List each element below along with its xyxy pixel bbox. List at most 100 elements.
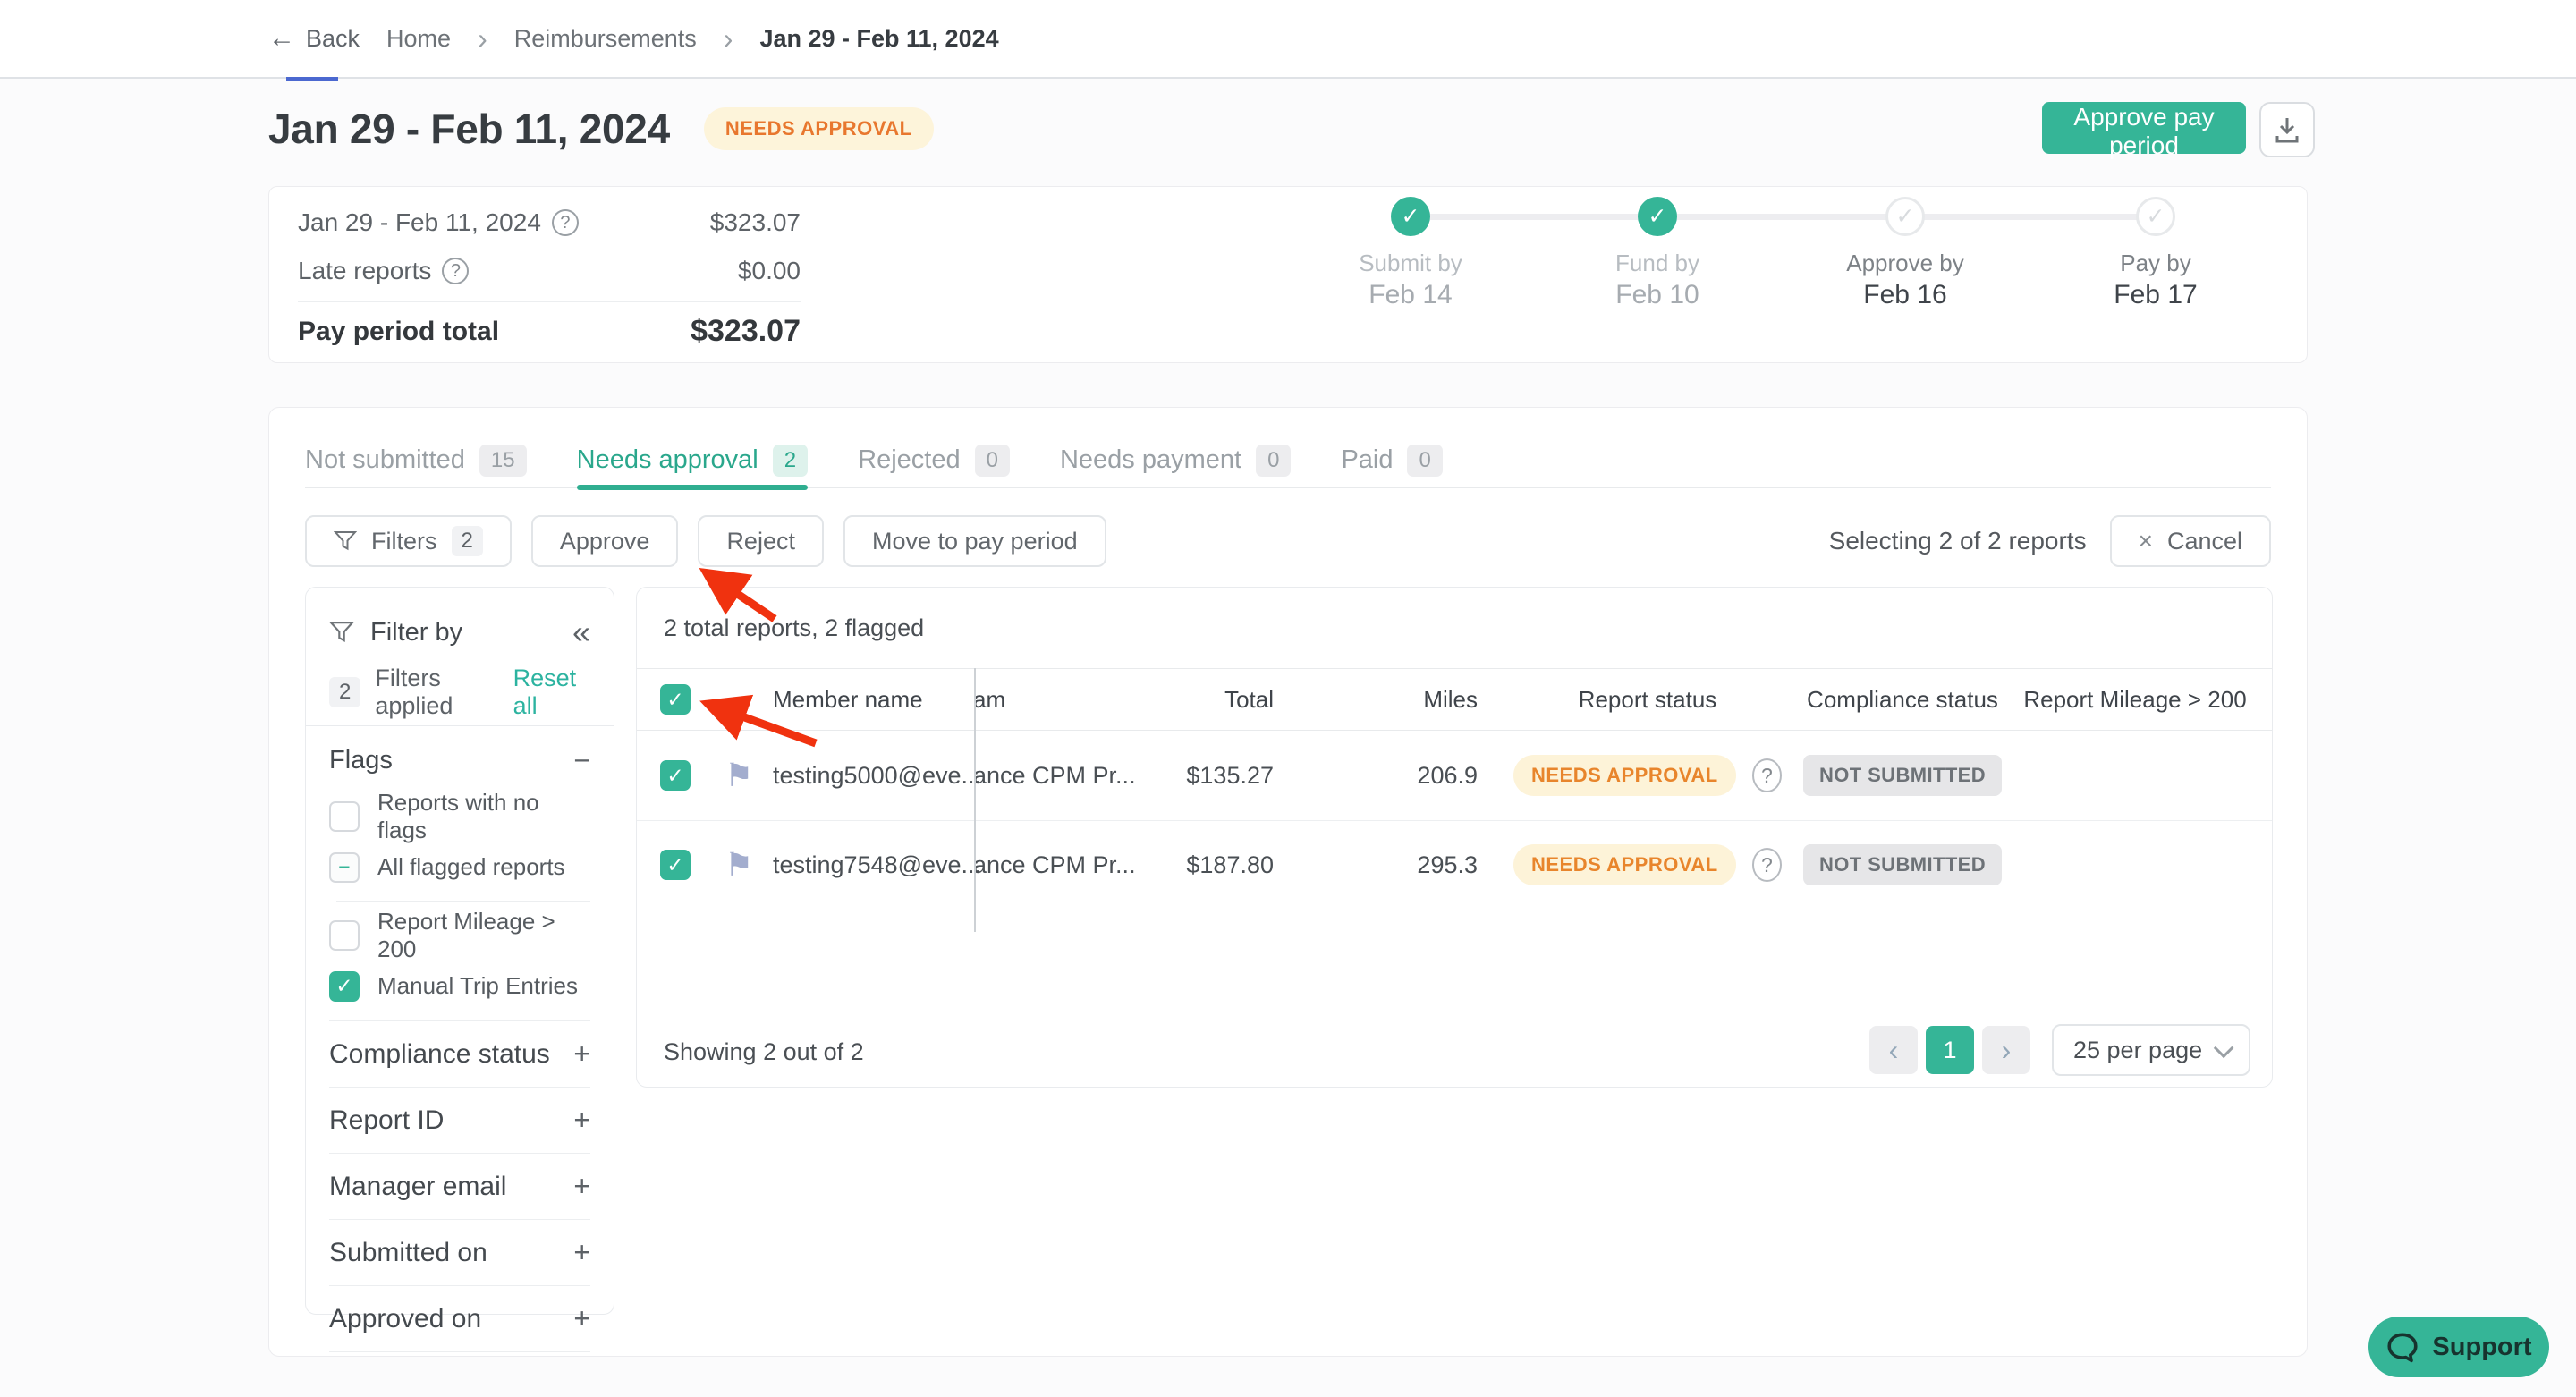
support-button[interactable]: Support — [2368, 1317, 2549, 1377]
bulk-actions-toolbar: Filters 2 Approve Reject Move to pay per… — [305, 515, 2271, 567]
collapse-section-icon[interactable]: − — [573, 743, 590, 776]
filter-option-manual-trips[interactable]: ✓ Manual Trip Entries — [329, 961, 590, 1012]
tab-label: Paid — [1341, 445, 1394, 474]
total-label: Pay period total — [298, 316, 500, 346]
download-icon — [2275, 118, 2299, 143]
pagination-prev-button[interactable]: ‹ — [1869, 1026, 1918, 1074]
reset-all-link[interactable]: Reset all — [513, 665, 577, 719]
tab-count-badge: 15 — [479, 444, 527, 477]
table-row[interactable]: ✓ ⚑ testing5000@eve... ance CPM Pr... $1… — [637, 731, 2272, 821]
help-icon[interactable]: ? — [1751, 758, 1782, 792]
checkbox-unchecked[interactable] — [329, 919, 360, 951]
move-to-pay-period-button[interactable]: Move to pay period — [843, 515, 1106, 567]
tab-label: Rejected — [858, 445, 961, 474]
checkbox-unchecked[interactable] — [329, 800, 360, 832]
tab-paid[interactable]: Paid 0 — [1341, 433, 1443, 487]
tab-rejected[interactable]: Rejected 0 — [858, 433, 1010, 487]
pagination-next-button[interactable]: › — [1982, 1026, 2030, 1074]
column-header-compliance-status[interactable]: Compliance status — [1807, 685, 1998, 713]
filters-applied-count: 2 — [329, 677, 361, 707]
approve-button[interactable]: Approve — [530, 515, 679, 567]
help-icon[interactable]: ? — [1751, 848, 1782, 882]
filter-section-submitted-on[interactable]: Submitted on + — [329, 1220, 590, 1286]
timeline-step-label: Fund by — [1615, 250, 1699, 276]
pagination-page-1[interactable]: 1 — [1926, 1026, 1974, 1074]
filter-section-compliance-status[interactable]: Compliance status + — [329, 1021, 590, 1088]
reject-button[interactable]: Reject — [698, 515, 824, 567]
expand-section-icon[interactable]: + — [573, 1104, 590, 1136]
breadcrumb-reimbursements[interactable]: Reimbursements — [513, 24, 697, 52]
table-summary-text: 2 total reports, 2 flagged — [664, 614, 925, 641]
column-header-miles[interactable]: Miles — [1423, 685, 1478, 713]
flags-section-title: Flags — [329, 745, 393, 775]
column-header-report-status[interactable]: Report status — [1578, 685, 1717, 713]
row-checkbox[interactable]: ✓ — [660, 850, 691, 880]
approve-pay-period-button[interactable]: Approve pay period — [2042, 102, 2246, 159]
member-email[interactable]: testing7548@eve... — [773, 851, 982, 878]
pay-period-summary-card: Jan 29 - Feb 11, 2024 ? $323.07 Late rep… — [268, 186, 2308, 363]
column-header-team[interactable]: am — [973, 685, 1006, 713]
filter-option-mileage[interactable]: Report Mileage > 200 — [329, 907, 590, 962]
expand-section-icon[interactable]: + — [573, 1302, 590, 1334]
team-name: ance CPM Pr... — [973, 761, 1136, 789]
breadcrumb-home[interactable]: Home — [386, 24, 452, 52]
total-amount: $135.27 — [1186, 761, 1274, 789]
cancel-selection-button[interactable]: × Cancel — [2109, 515, 2271, 567]
download-button[interactable] — [2259, 102, 2315, 157]
select-all-checkbox[interactable]: ✓ — [660, 684, 691, 715]
member-email[interactable]: testing5000@eve... — [773, 761, 982, 789]
tab-needs-approval[interactable]: Needs approval 2 — [576, 433, 809, 490]
timeline-step-date: Feb 16 — [1863, 280, 1947, 309]
tab-needs-payment[interactable]: Needs payment 0 — [1060, 433, 1292, 487]
compliance-status-badge: NOT SUBMITTED — [1802, 755, 2003, 796]
chat-bubble-icon — [2387, 1333, 2418, 1363]
filter-option-all-flagged[interactable]: − All flagged reports — [329, 842, 590, 893]
column-header-total[interactable]: Total — [1224, 685, 1274, 713]
filter-funnel-icon — [334, 531, 357, 551]
help-icon[interactable]: ? — [551, 209, 579, 236]
tab-not-submitted[interactable]: Not submitted 15 — [305, 433, 527, 487]
collapse-panel-icon[interactable]: « — [572, 614, 590, 650]
table-row[interactable]: ✓ ⚑ testing7548@eve... ance CPM Pr... $1… — [637, 820, 2272, 910]
expand-section-icon[interactable]: + — [573, 1236, 590, 1268]
back-arrow-icon: ← — [268, 23, 295, 53]
report-status-badge: NEEDS APPROVAL — [1513, 844, 1736, 885]
chevron-right-icon: › — [478, 22, 487, 55]
per-page-value: 25 per page — [2073, 1036, 2203, 1063]
filter-panel-title: Filter by — [370, 617, 463, 647]
expand-section-icon[interactable]: + — [573, 1037, 590, 1070]
filter-option-no-flags[interactable]: Reports with no flags — [329, 789, 590, 843]
checkbox-checked[interactable]: ✓ — [329, 970, 360, 1002]
section-label: Manager email — [329, 1171, 507, 1201]
page-title: Jan 29 - Feb 11, 2024 — [268, 106, 670, 152]
breadcrumb-current: Jan 29 - Feb 11, 2024 — [759, 24, 999, 52]
filter-section-report-id[interactable]: Report ID + — [329, 1088, 590, 1154]
back-button[interactable]: ← Back — [268, 23, 360, 54]
status-tabs: Not submitted 15 Needs approval 2 Reject… — [305, 433, 2271, 490]
checkbox-indeterminate[interactable]: − — [329, 851, 360, 883]
filter-section-manager-email[interactable]: Manager email + — [329, 1154, 590, 1220]
filters-button[interactable]: Filters 2 — [305, 515, 512, 567]
column-resize-guide[interactable] — [974, 668, 976, 932]
help-icon[interactable]: ? — [442, 258, 470, 284]
team-name: ance CPM Pr... — [973, 851, 1136, 878]
section-label: Submitted on — [329, 1237, 487, 1267]
pay-period-total-row: Pay period total $323.07 — [298, 314, 801, 349]
tab-count-badge: 2 — [772, 444, 809, 477]
filter-option-label: Report Mileage > 200 — [377, 907, 555, 962]
filters-label: Filters — [371, 527, 437, 555]
expand-section-icon[interactable]: + — [573, 1170, 590, 1202]
section-label: Report ID — [329, 1105, 445, 1135]
column-header-member[interactable]: Member name — [773, 685, 923, 713]
summary-row-label: Late reports — [298, 257, 432, 284]
row-checkbox[interactable]: ✓ — [660, 760, 691, 791]
per-page-select[interactable]: 25 per page — [2052, 1024, 2250, 1076]
filter-section-approved-on[interactable]: Approved on + — [329, 1286, 590, 1352]
support-label: Support — [2432, 1332, 2532, 1361]
filter-option-label: Manual Trip Entries — [377, 972, 578, 999]
timeline-step-date: Feb 10 — [1615, 280, 1699, 309]
summary-row-label: Jan 29 - Feb 11, 2024 — [298, 208, 541, 236]
tab-count-badge: 0 — [974, 444, 1010, 477]
status-badge: NEEDS APPROVAL — [703, 107, 934, 150]
column-header-report-mileage[interactable]: Report Mileage > 200 — [2023, 685, 2247, 713]
